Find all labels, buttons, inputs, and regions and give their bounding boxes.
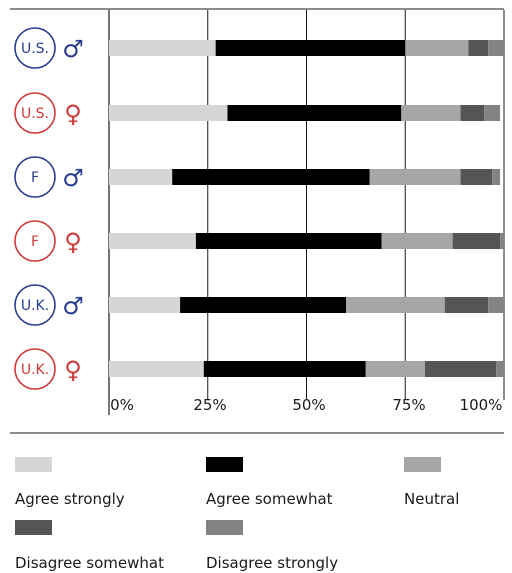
gridlines bbox=[108, 10, 505, 415]
bar-segment bbox=[180, 297, 346, 313]
region-circle bbox=[14, 92, 56, 134]
tick-label: 25% bbox=[193, 396, 226, 414]
bar-segment bbox=[460, 105, 485, 121]
bar-segment bbox=[425, 361, 497, 377]
category-label: F ♂ bbox=[14, 156, 84, 198]
legend-label: Disagree strongly bbox=[206, 554, 338, 572]
bar-segment bbox=[109, 169, 173, 185]
bar-segment bbox=[109, 40, 216, 56]
bar-segment bbox=[109, 105, 228, 121]
bar-segment bbox=[109, 233, 196, 249]
tick-label: 0% bbox=[110, 396, 134, 414]
bar-segment bbox=[381, 233, 453, 249]
bar-segment bbox=[444, 297, 489, 313]
gender-symbol: ♀ bbox=[64, 100, 82, 128]
legend-entry: Neutral bbox=[404, 457, 459, 508]
bar-segment bbox=[109, 297, 181, 313]
legend-label: Disagree somewhat bbox=[15, 554, 164, 572]
legend-entry: Disagree somewhat bbox=[15, 520, 164, 572]
region-circle bbox=[14, 220, 56, 262]
legend-swatch bbox=[15, 520, 52, 535]
legend-label: Agree strongly bbox=[15, 490, 125, 508]
bar-segment bbox=[405, 40, 469, 56]
category-label: F ♀ bbox=[14, 220, 82, 262]
category-labels: U.S. ♂U.S. ♀F ♂F ♀U.K. ♂U.K. ♀ bbox=[14, 27, 84, 390]
region-label: U.S. bbox=[21, 41, 49, 57]
bar-segment bbox=[401, 105, 461, 121]
category-label: U.S. ♂ bbox=[14, 27, 84, 69]
tick-label: 75% bbox=[392, 396, 425, 414]
region-circle bbox=[14, 27, 56, 69]
gender-symbol: ♀ bbox=[64, 356, 82, 384]
bars bbox=[109, 40, 504, 377]
category-label: U.K. ♀ bbox=[14, 348, 82, 390]
legend-entry: Disagree strongly bbox=[206, 520, 338, 572]
region-label: F bbox=[31, 234, 39, 250]
tick-label: 100% bbox=[460, 396, 503, 414]
bar-segment bbox=[452, 233, 501, 249]
legend-entry: Agree somewhat bbox=[206, 457, 333, 508]
category-label: U.S. ♀ bbox=[14, 92, 82, 134]
x-tick-labels: 0% 25% 50% 75% 100% bbox=[110, 396, 502, 414]
legend-swatch bbox=[404, 457, 441, 472]
bar-segment bbox=[203, 361, 366, 377]
bar-segment bbox=[227, 105, 402, 121]
bar-segment bbox=[215, 40, 406, 56]
bar-segment bbox=[195, 233, 382, 249]
bar-segment bbox=[484, 105, 501, 121]
region-circle bbox=[14, 156, 56, 198]
bar-segment bbox=[172, 169, 370, 185]
region-label: U.K. bbox=[21, 362, 49, 378]
region-label: U.K. bbox=[21, 298, 49, 314]
bar-segment bbox=[109, 361, 204, 377]
bar-segment bbox=[365, 361, 425, 377]
gender-symbol: ♀ bbox=[64, 228, 82, 256]
legend-swatch bbox=[206, 457, 243, 472]
legend-swatch bbox=[206, 520, 243, 535]
region-label: U.S. bbox=[21, 106, 49, 122]
bar-segment bbox=[468, 40, 489, 56]
bar-segment bbox=[346, 297, 445, 313]
category-label: U.K. ♂ bbox=[14, 284, 84, 326]
region-circle bbox=[14, 284, 56, 326]
gender-symbol: ♂ bbox=[62, 35, 84, 63]
tick-label: 50% bbox=[292, 396, 325, 414]
region-circle bbox=[14, 348, 56, 390]
legend-label: Neutral bbox=[404, 490, 459, 508]
legend-swatch bbox=[15, 457, 52, 472]
bar-segment bbox=[492, 169, 501, 185]
gender-symbol: ♂ bbox=[62, 292, 84, 320]
bar-segment bbox=[369, 169, 461, 185]
legend: Agree strongly Agree somewhat Neutral Disag… bbox=[15, 457, 459, 572]
bar-segment bbox=[488, 297, 504, 313]
bar-segment bbox=[488, 40, 504, 56]
bar-segment bbox=[500, 233, 504, 249]
legend-label: Agree somewhat bbox=[206, 490, 333, 508]
bar-segment bbox=[496, 361, 504, 377]
gender-symbol: ♂ bbox=[62, 164, 84, 192]
legend-entry: Agree strongly bbox=[15, 457, 125, 508]
bar-segment bbox=[460, 169, 493, 185]
region-label: F bbox=[31, 170, 39, 186]
